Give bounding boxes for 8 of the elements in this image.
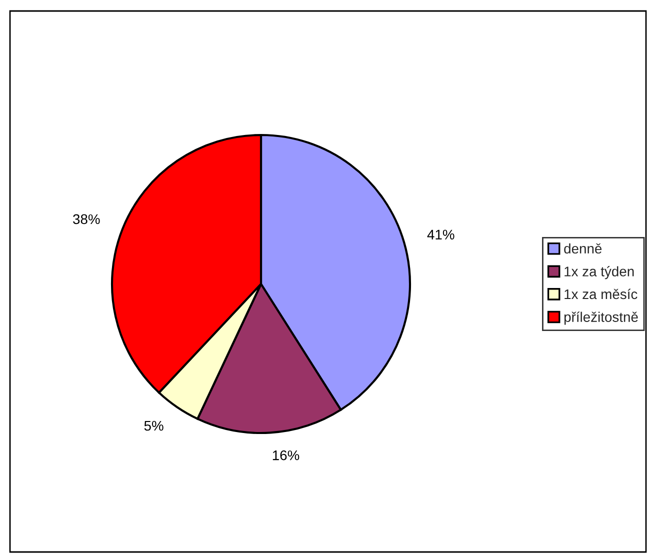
legend-label: denně (564, 243, 602, 254)
data-label: 16% (272, 450, 300, 460)
data-label: 41% (427, 230, 454, 240)
legend-label: příležitostně (564, 312, 638, 325)
legend-label: 1x za měsíc (564, 288, 638, 300)
data-label: 5% (144, 420, 164, 431)
legend-label: 1x za týden (564, 266, 634, 280)
data-label: 38% (73, 214, 100, 224)
